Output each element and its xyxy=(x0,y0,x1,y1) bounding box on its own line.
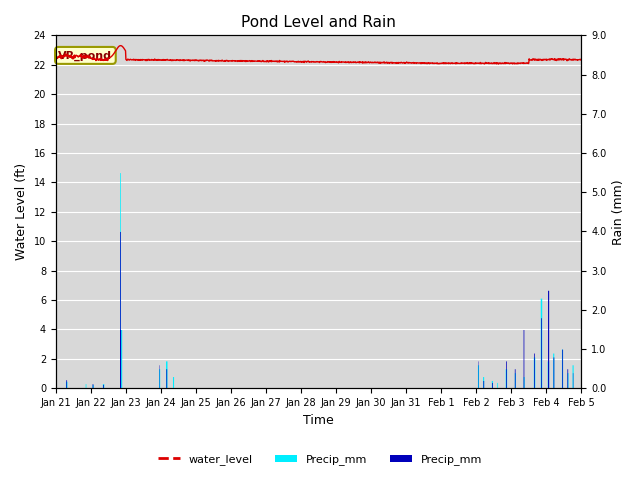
Title: Pond Level and Rain: Pond Level and Rain xyxy=(241,15,396,30)
Text: VR_pond: VR_pond xyxy=(58,50,113,60)
Y-axis label: Rain (mm): Rain (mm) xyxy=(612,179,625,245)
X-axis label: Time: Time xyxy=(303,414,334,427)
Legend: water_level, Precip_mm, Precip_mm: water_level, Precip_mm, Precip_mm xyxy=(153,450,487,469)
Y-axis label: Water Level (ft): Water Level (ft) xyxy=(15,163,28,260)
